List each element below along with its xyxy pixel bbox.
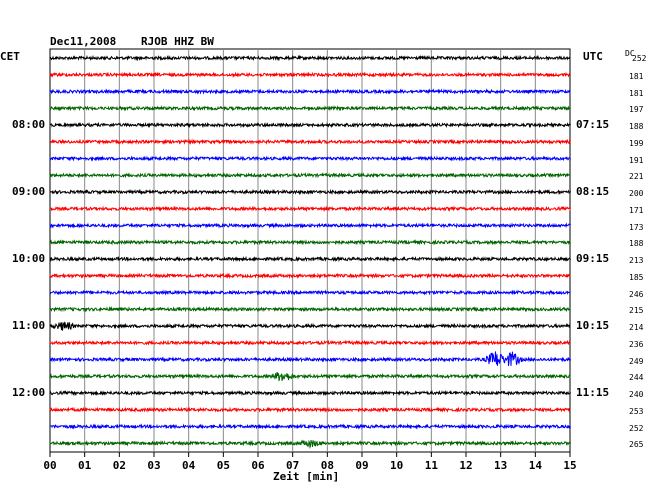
seismic-trace bbox=[49, 321, 571, 331]
x-tick-label: 09 bbox=[355, 459, 368, 472]
dc-value-label: 215 bbox=[629, 306, 644, 316]
dc-value-label: 199 bbox=[629, 138, 644, 148]
dc-value-label: 249 bbox=[629, 356, 644, 366]
x-tick-label: 14 bbox=[529, 459, 543, 472]
station-name: RJOB HHZ BW bbox=[141, 35, 214, 48]
x-tick-label: 11 bbox=[425, 459, 439, 472]
seismic-trace bbox=[49, 238, 571, 246]
x-ticks: 00 01 02 03 04 05 06 07 08 09 10 11 12 13 14 15 bbox=[43, 452, 577, 472]
dc-value-label: 246 bbox=[629, 289, 644, 299]
dc-value-label: 252 bbox=[629, 423, 644, 433]
cet-hour-label: 10:00 bbox=[12, 252, 46, 265]
dc-value-label: 185 bbox=[629, 272, 644, 282]
seismic-trace bbox=[49, 372, 571, 382]
recording-date: Dec11,2008 bbox=[50, 35, 117, 48]
seismic-trace bbox=[49, 54, 571, 62]
x-tick-label: 05 bbox=[217, 459, 230, 472]
cet-hour-label: 12:00 bbox=[12, 386, 46, 399]
dc-value-label: 171 bbox=[629, 205, 644, 215]
utc-hour-label: 11:15 bbox=[576, 386, 610, 399]
cet-hour-label: 08:00 bbox=[12, 118, 46, 131]
cet-hour-label: 09:00 bbox=[12, 185, 46, 198]
x-tick-label: 08 bbox=[321, 459, 334, 472]
utc-hour-label: 09:15 bbox=[576, 252, 610, 265]
seismic-trace bbox=[49, 439, 571, 450]
dc-value-label: 253 bbox=[629, 406, 644, 416]
dc-value-label: 240 bbox=[629, 390, 644, 399]
seismic-trace bbox=[49, 138, 571, 146]
x-tick-label: 13 bbox=[494, 459, 507, 472]
seismic-trace bbox=[49, 104, 571, 112]
seismic-trace bbox=[49, 188, 571, 196]
dc-value-label: 181 bbox=[629, 88, 644, 98]
cet-hour-label: 11:00 bbox=[12, 319, 46, 332]
utc-hour-label: 07:15 bbox=[576, 118, 610, 131]
seismic-trace bbox=[49, 71, 571, 78]
seismic-trace bbox=[49, 155, 571, 162]
dc-value-label: 197 bbox=[629, 105, 644, 115]
dc-value-label: 188 bbox=[629, 239, 644, 249]
x-tick-label: 04 bbox=[182, 459, 196, 472]
x-tick-label: 10 bbox=[390, 459, 403, 472]
dc-value-label: 213 bbox=[629, 256, 644, 265]
x-tick-label: 00 bbox=[43, 459, 56, 472]
x-tick-label: 03 bbox=[147, 459, 160, 472]
dc-value-label: 221 bbox=[629, 172, 644, 182]
dc-value-label: 244 bbox=[629, 373, 644, 383]
minute-grid bbox=[84, 49, 536, 452]
trace-group bbox=[49, 54, 571, 450]
dc-value-label: 265 bbox=[629, 440, 644, 450]
dc-value-label: 188 bbox=[629, 122, 644, 131]
right-timezone-label: UTC bbox=[583, 50, 603, 63]
seismic-trace bbox=[49, 423, 571, 430]
x-tick-label: 15 bbox=[563, 459, 576, 472]
seismic-trace bbox=[49, 255, 571, 263]
x-tick-label: 02 bbox=[113, 459, 126, 472]
x-tick-label: 01 bbox=[78, 459, 92, 472]
dc-value-label: 252 bbox=[632, 54, 647, 63]
seismic-trace bbox=[49, 406, 571, 414]
dc-value-label: 236 bbox=[629, 339, 644, 349]
seismic-trace bbox=[49, 172, 571, 179]
seismic-trace bbox=[49, 351, 571, 366]
dc-value-label: 200 bbox=[629, 189, 644, 198]
utc-hour-label: 10:15 bbox=[576, 319, 610, 332]
seismic-trace bbox=[49, 389, 571, 397]
seismic-trace bbox=[49, 222, 571, 229]
x-tick-label: 06 bbox=[251, 459, 265, 472]
x-tick-label: 12 bbox=[459, 459, 472, 472]
seismic-trace bbox=[49, 88, 571, 95]
dc-value-label: 191 bbox=[629, 155, 644, 165]
dc-value-label: 214 bbox=[629, 323, 644, 332]
dc-value-label: 173 bbox=[629, 222, 644, 232]
seismic-trace bbox=[49, 289, 571, 296]
dc-value-label: 181 bbox=[629, 71, 644, 81]
seismic-trace bbox=[49, 305, 571, 313]
seismic-trace bbox=[49, 121, 571, 129]
seismic-trace bbox=[49, 272, 571, 280]
x-tick-label: 07 bbox=[286, 459, 299, 472]
seismic-trace bbox=[49, 339, 571, 346]
plot-frame bbox=[49, 48, 571, 453]
left-timezone-label: CET bbox=[0, 50, 20, 63]
utc-hour-label: 08:15 bbox=[576, 185, 610, 198]
x-axis-label: Zeit [min] bbox=[273, 470, 340, 483]
seismic-trace bbox=[49, 205, 571, 213]
dc-header: DC bbox=[625, 49, 635, 58]
